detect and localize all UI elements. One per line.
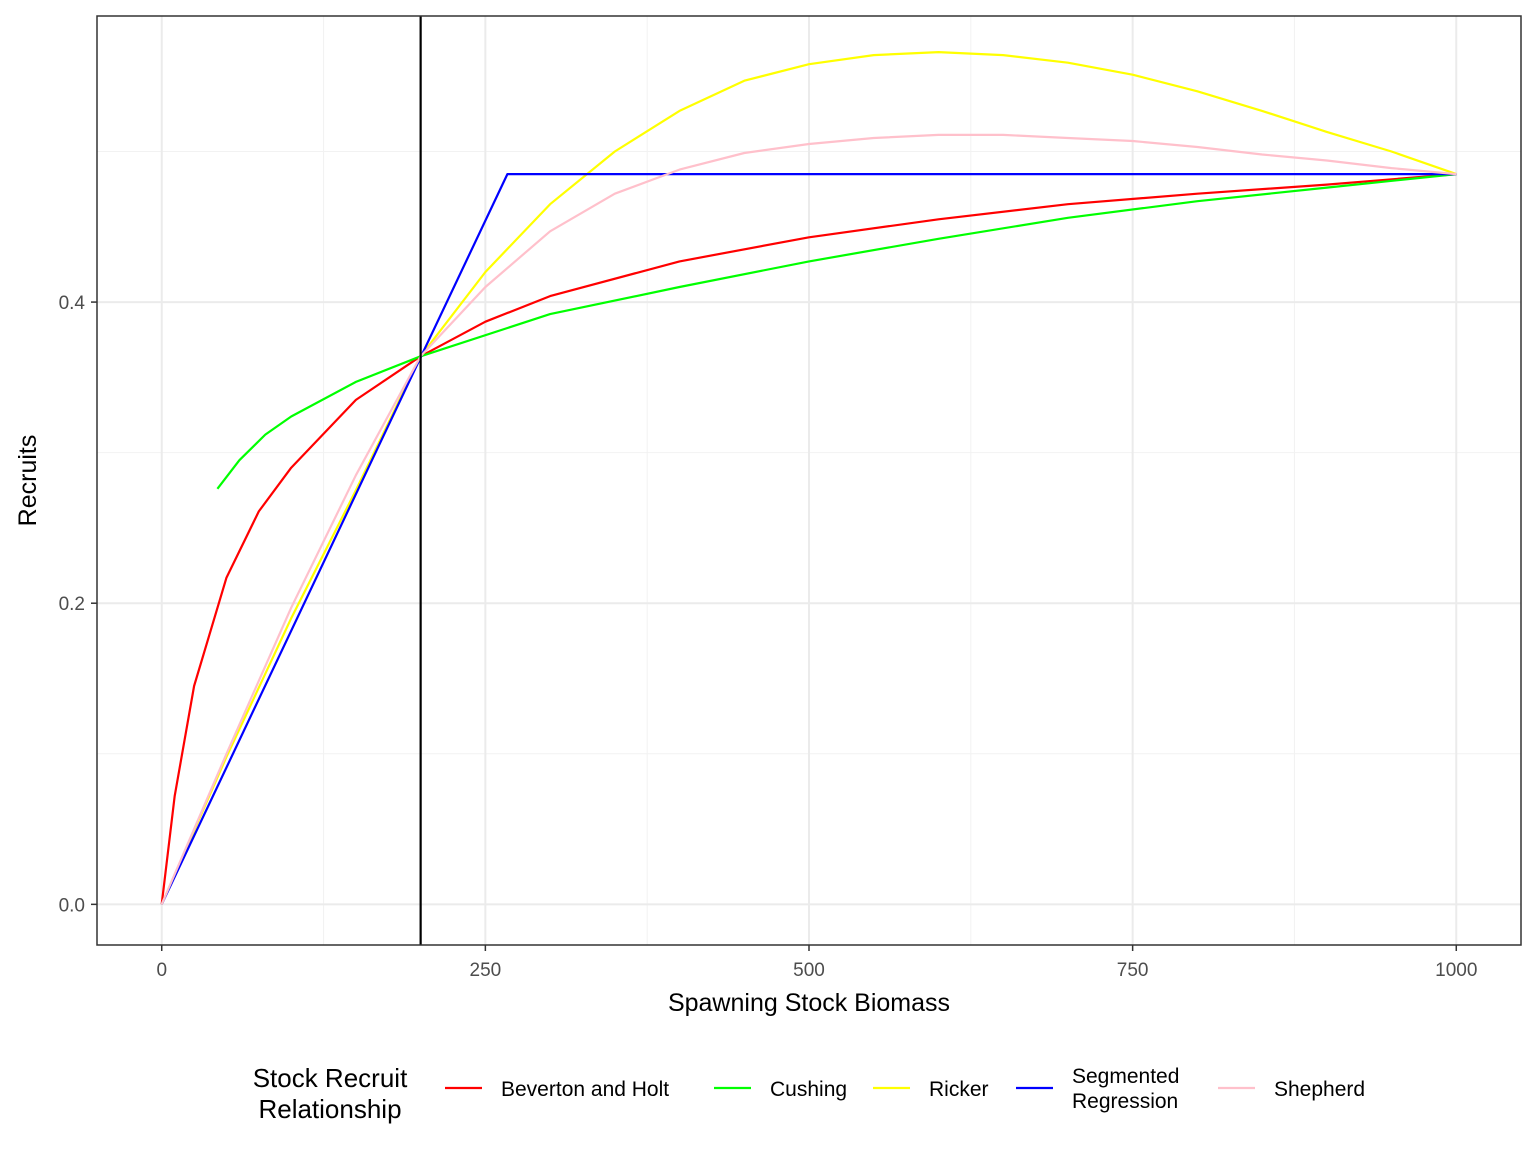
legend-label-beverton-and-holt: Beverton and Holt <box>501 1078 669 1101</box>
series-line-cushing <box>216 173 1457 490</box>
x-tick-label: 1000 <box>1435 960 1477 981</box>
series-line-shepherd <box>160 133 1457 905</box>
x-tick-label: 0 <box>156 960 167 981</box>
x-tick-label: 750 <box>1117 960 1149 981</box>
legend-item-segmented-regression: Segmented Regression <box>1016 1065 1179 1113</box>
series-line-beverton-and-holt <box>160 173 1457 905</box>
legend-label-shepherd: Shepherd <box>1274 1078 1365 1101</box>
legend: Stock Recruit Relationship Beverton and Ho… <box>253 1063 1365 1124</box>
y-tick-label: 0.2 <box>59 594 85 615</box>
y-tick-label: 0.0 <box>59 895 85 916</box>
grid-major <box>97 16 1521 945</box>
legend-item-beverton-and-holt: Beverton and Holt <box>445 1078 669 1101</box>
legend-label-cushing: Cushing <box>770 1078 847 1101</box>
x-tick-label: 250 <box>470 960 502 981</box>
series-line-ricker <box>160 51 1457 905</box>
legend-label-segmented-regression: Segmented Regression <box>1072 1065 1179 1113</box>
legend-label-ricker: Ricker <box>929 1078 989 1101</box>
series-line-segmented-regression <box>160 173 1457 905</box>
x-axis-title: Spawning Stock Biomass <box>668 989 950 1017</box>
legend-item-shepherd: Shepherd <box>1218 1078 1365 1101</box>
legend-title: Stock Recruit Relationship <box>253 1063 408 1124</box>
x-tick-label: 500 <box>793 960 825 981</box>
series-layer <box>160 51 1457 905</box>
legend-item-cushing: Cushing <box>714 1078 847 1101</box>
y-axis: 0.0 0.2 0.4 <box>59 293 97 916</box>
x-axis: 0 250 500 750 1000 <box>156 945 1477 981</box>
legend-item-ricker: Ricker <box>873 1078 989 1101</box>
y-tick-label: 0.4 <box>59 293 86 314</box>
y-axis-title: Recruits <box>14 435 42 527</box>
